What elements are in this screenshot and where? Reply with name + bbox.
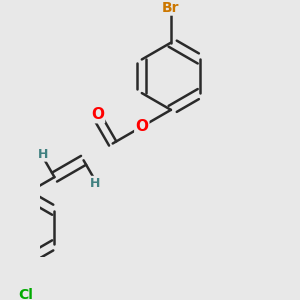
- Text: O: O: [91, 107, 104, 122]
- Text: H: H: [90, 177, 100, 190]
- Text: Cl: Cl: [18, 288, 33, 300]
- Text: H: H: [38, 148, 48, 161]
- Text: Br: Br: [162, 1, 180, 15]
- Text: O: O: [135, 119, 148, 134]
